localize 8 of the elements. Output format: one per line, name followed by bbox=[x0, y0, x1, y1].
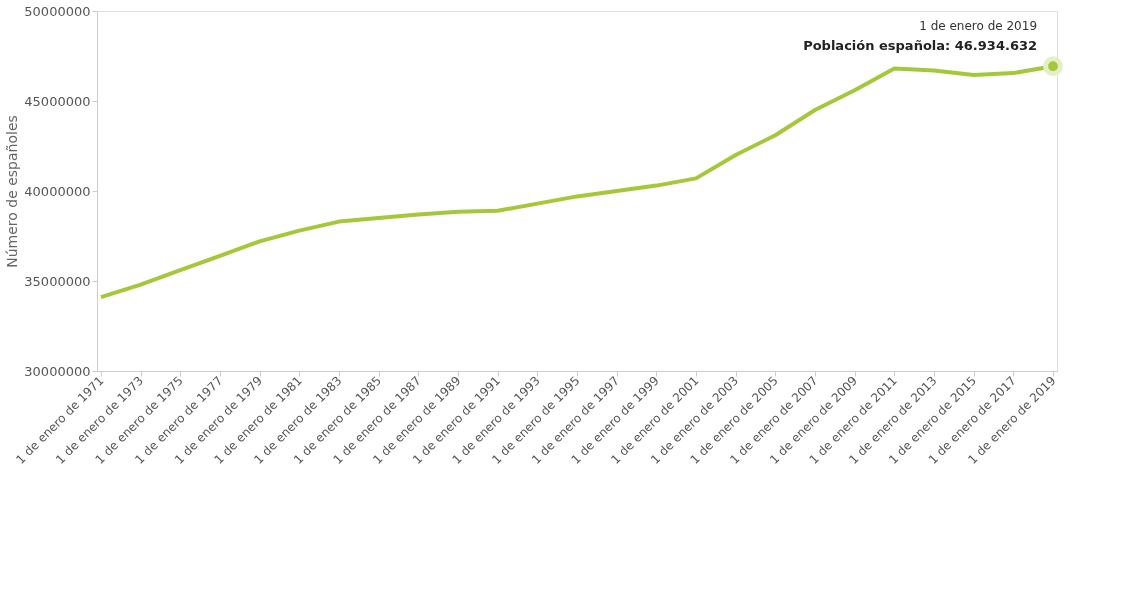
y-axis-title: Número de españoles bbox=[4, 115, 21, 268]
y-tick-label: 50000000 bbox=[24, 3, 91, 19]
annotation: 1 de enero de 2019 bbox=[919, 19, 1038, 34]
y-tick-label: 40000000 bbox=[24, 183, 91, 199]
y-tick-label: 35000000 bbox=[24, 273, 91, 289]
y-tick-label: 30000000 bbox=[24, 363, 91, 379]
y-tick-label: 45000000 bbox=[24, 93, 91, 109]
annotation: Población española: 46.934.632 bbox=[803, 38, 1038, 54]
